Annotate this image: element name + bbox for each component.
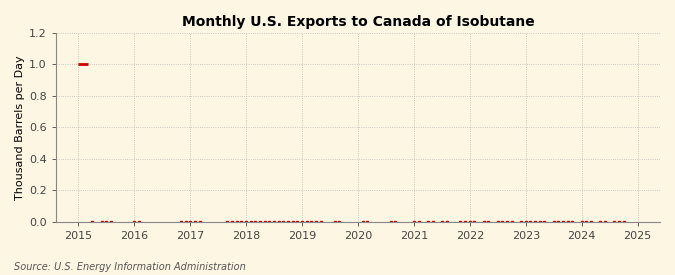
Text: Source: U.S. Energy Information Administration: Source: U.S. Energy Information Administ… <box>14 262 245 272</box>
Y-axis label: Thousand Barrels per Day: Thousand Barrels per Day <box>15 55 25 200</box>
Title: Monthly U.S. Exports to Canada of Isobutane: Monthly U.S. Exports to Canada of Isobut… <box>182 15 535 29</box>
